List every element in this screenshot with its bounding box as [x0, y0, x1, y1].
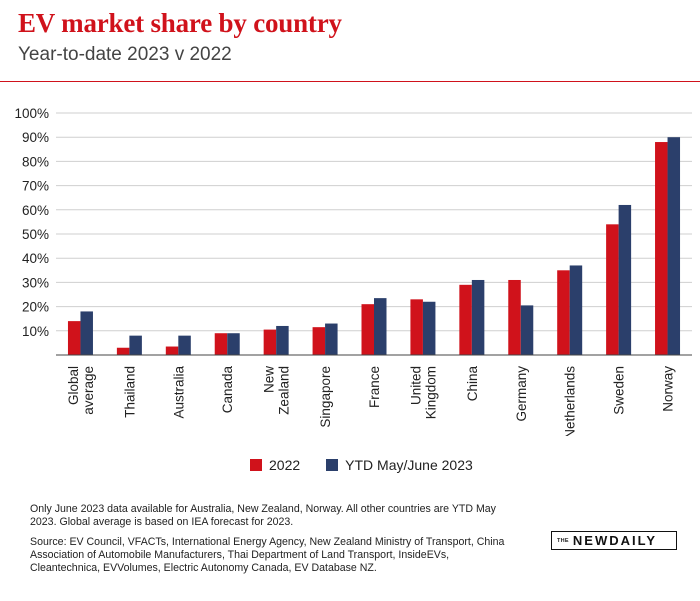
- y-tick-label: 40%: [22, 251, 49, 266]
- header-divider: [0, 81, 700, 82]
- x-tick-label: China: [465, 366, 480, 402]
- bar-2022-sweden: [606, 224, 619, 355]
- bar-2022-canada: [214, 333, 228, 355]
- legend: 2022 YTD May/June 2023: [250, 457, 499, 473]
- y-axis-ticks: 10% 20% 30% 40% 50% 60% 70% 80% 90% 100%: [14, 106, 49, 339]
- y-tick-label: 70%: [22, 179, 49, 194]
- x-tick-label: Thailand: [122, 366, 137, 418]
- bars: [67, 137, 681, 355]
- x-tick-label: France: [367, 366, 382, 408]
- legend-swatch-2023: [326, 459, 339, 471]
- bar-2023-sweden: [618, 204, 632, 355]
- bar-2023-china: [471, 279, 485, 355]
- bar-2023-united-kingdom: [422, 301, 436, 355]
- x-tick-label: United: [408, 366, 423, 405]
- bar-2023-netherlands: [569, 265, 583, 355]
- bar-2022-germany: [508, 279, 521, 355]
- bar-2022-australia: [165, 346, 179, 355]
- bar-2023-global-average: [80, 311, 93, 355]
- grid: [56, 112, 692, 332]
- x-tick-label: average: [81, 366, 96, 415]
- x-tick-label: Kingdom: [423, 366, 438, 419]
- bar-2023-germany: [520, 305, 534, 355]
- y-tick-label: 90%: [22, 130, 49, 145]
- bar-chart: 10% 20% 30% 40% 50% 60% 70% 80% 90% 100% Global av…: [14, 106, 692, 436]
- bar-2023-france: [374, 298, 387, 355]
- x-tick-label: Netherlands: [563, 366, 578, 436]
- legend-label-2022: 2022: [269, 457, 301, 473]
- x-tick-label: Germany: [514, 366, 529, 422]
- x-tick-label: Canada: [220, 366, 235, 414]
- y-tick-label: 50%: [22, 227, 49, 242]
- x-tick-label: Zealand: [277, 366, 292, 415]
- y-tick-label: 80%: [22, 154, 49, 169]
- bar-2022-united-kingdom: [410, 299, 423, 355]
- x-tick-label: New: [262, 366, 277, 393]
- y-tick-label: 10%: [22, 324, 49, 339]
- bar-2023-norway: [667, 137, 681, 355]
- bar-2022-norway: [655, 142, 668, 355]
- y-tick-label: 30%: [22, 275, 49, 290]
- bar-2023-singapore: [325, 323, 338, 355]
- bar-2022-new-zealand: [263, 329, 277, 355]
- x-tick-label: Australia: [171, 366, 186, 419]
- newdaily-logo: THE NEWDAILY: [551, 531, 677, 550]
- y-tick-label: 20%: [22, 300, 49, 315]
- chart-title: EV market share by country: [18, 8, 342, 38]
- source-note: Source: EV Council, VFACTs, Internationa…: [30, 536, 505, 574]
- legend-swatch-2022: [250, 459, 262, 471]
- bar-2022-china: [459, 284, 472, 355]
- bar-2022-global-average: [67, 321, 81, 355]
- bar-2023-australia: [178, 335, 191, 355]
- x-tick-label: Singapore: [318, 366, 333, 428]
- bar-2023-thailand: [129, 335, 142, 355]
- x-tick-label: Global: [66, 366, 81, 405]
- logo-the: THE: [557, 537, 569, 544]
- y-tick-label: 100%: [14, 106, 49, 121]
- bar-2022-thailand: [116, 347, 130, 355]
- x-axis-labels: Global average Thailand Australia Canada New Z…: [66, 366, 676, 436]
- y-tick-label: 60%: [22, 203, 49, 218]
- footnote: Only June 2023 data available for Austra…: [30, 503, 496, 528]
- x-tick-label: Norway: [661, 366, 676, 412]
- legend-item-2023: YTD May/June 2023: [326, 457, 473, 473]
- bar-2022-france: [361, 304, 374, 355]
- bar-2023-canada: [227, 333, 240, 355]
- bar-2023-new-zealand: [276, 325, 289, 355]
- bar-2022-singapore: [312, 327, 326, 355]
- chart-subtitle: Year-to-date 2023 v 2022: [18, 44, 232, 65]
- x-tick-label: Sweden: [612, 366, 627, 415]
- logo-wordmark: NEWDAILY: [572, 533, 658, 548]
- legend-label-2023: YTD May/June 2023: [345, 457, 473, 473]
- legend-item-2022: 2022: [250, 457, 300, 473]
- bar-2022-netherlands: [557, 270, 570, 355]
